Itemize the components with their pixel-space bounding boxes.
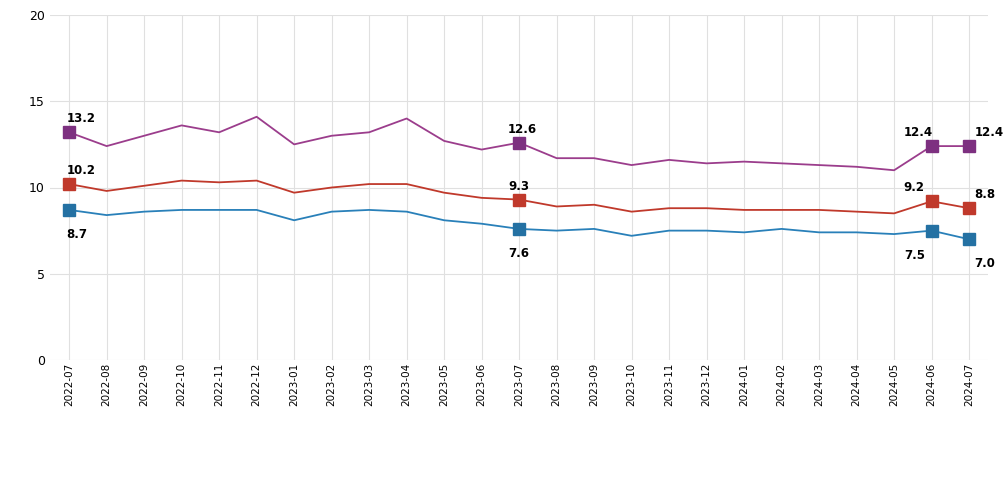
Text: 12.4: 12.4 — [904, 126, 933, 139]
Text: 13.2: 13.2 — [67, 112, 96, 126]
Text: 12.6: 12.6 — [508, 122, 537, 136]
Text: 7.5: 7.5 — [904, 248, 924, 262]
Text: 9.2: 9.2 — [904, 182, 924, 194]
Text: 10.2: 10.2 — [67, 164, 96, 177]
Text: 8.8: 8.8 — [975, 188, 996, 202]
Text: 12.4: 12.4 — [975, 126, 1004, 139]
Text: 7.0: 7.0 — [975, 258, 996, 270]
Text: 7.6: 7.6 — [508, 247, 529, 260]
Text: 8.7: 8.7 — [67, 228, 88, 241]
Text: 9.3: 9.3 — [508, 180, 529, 192]
